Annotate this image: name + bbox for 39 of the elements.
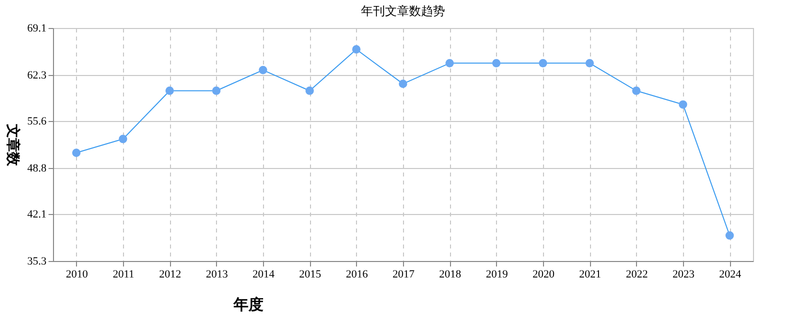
x-tick-label: 2014 xyxy=(252,268,275,280)
x-tick-label: 2011 xyxy=(112,268,134,280)
x-tick-label: 2010 xyxy=(66,268,88,280)
x-tick-label: 2018 xyxy=(439,268,462,280)
point xyxy=(352,45,361,54)
point xyxy=(445,58,454,68)
x-tick-label: 2019 xyxy=(486,268,508,280)
y-tick-label: 69.1 xyxy=(27,22,46,34)
point xyxy=(212,86,221,95)
point xyxy=(72,148,81,157)
x-tick-label: 2021 xyxy=(579,268,602,280)
point xyxy=(118,134,128,144)
y-axis-title: 文章数 xyxy=(4,123,22,167)
point xyxy=(725,231,734,240)
x-tick-label: 2024 xyxy=(719,268,742,280)
point xyxy=(538,58,548,68)
y-tick-label: 55.6 xyxy=(27,116,47,128)
point xyxy=(492,58,501,68)
point xyxy=(632,86,641,95)
y-tick-label: 62.3 xyxy=(27,69,47,82)
x-tick-label: 2017 xyxy=(392,268,415,280)
x-tick-label: 2015 xyxy=(299,268,322,280)
point xyxy=(398,80,408,88)
y-tick-label: 35.3 xyxy=(27,256,47,268)
point xyxy=(585,58,594,68)
x-axis-title: 年度 xyxy=(232,296,264,314)
x-tick-label: 2022 xyxy=(626,268,648,280)
x-tick-label: 2023 xyxy=(672,268,695,280)
chart-title: 年刊文章数趋势 xyxy=(361,4,445,18)
x-tick-label: 2012 xyxy=(159,268,182,280)
x-tick-label: 2013 xyxy=(206,268,228,280)
x-tick-label: 2020 xyxy=(532,268,555,280)
y-tick-label: 42.1 xyxy=(27,208,46,221)
point xyxy=(165,86,174,95)
y-tick-label: 48.8 xyxy=(27,162,47,174)
x-tick-label: 2016 xyxy=(346,268,368,280)
point xyxy=(258,66,268,74)
point xyxy=(678,100,688,109)
point xyxy=(305,86,314,95)
